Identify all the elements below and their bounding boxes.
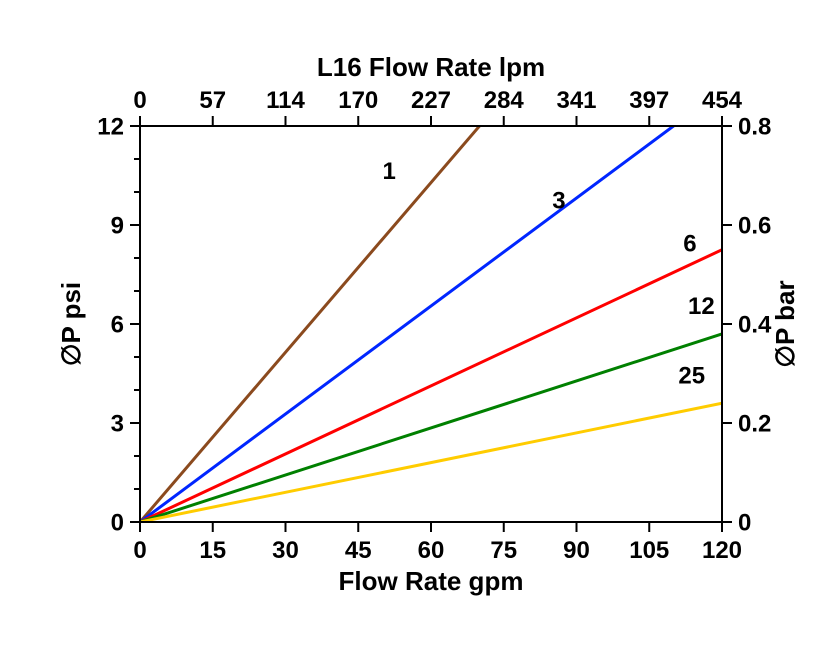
y-left-tick-label: 12	[97, 113, 124, 140]
x-top-tick-label: 227	[411, 87, 451, 114]
x-bottom-tick-label: 0	[133, 537, 146, 564]
x-bottom-tick-label: 30	[272, 537, 299, 564]
y-left-tick-label: 6	[111, 311, 124, 338]
pressure-drop-chart: 0153045607590105120Flow Rate gpm05711417…	[0, 0, 832, 652]
x-top-tick-label: 454	[702, 87, 743, 114]
chart-title-top: L16 Flow Rate lpm	[317, 52, 545, 82]
y-right-tick-label: 0.2	[738, 410, 771, 437]
series-label-6: 6	[683, 230, 696, 257]
x-bottom-tick-label: 105	[629, 537, 669, 564]
series-label-3: 3	[552, 188, 565, 215]
x-bottom-tick-label: 120	[702, 537, 742, 564]
x-top-tick-label: 397	[629, 87, 669, 114]
x-bottom-label: Flow Rate gpm	[339, 566, 524, 596]
y-right-tick-label: 0	[738, 509, 751, 536]
y-left-tick-label: 3	[111, 410, 124, 437]
x-bottom-tick-label: 75	[490, 537, 517, 564]
x-bottom-tick-label: 15	[199, 537, 226, 564]
x-top-tick-label: 57	[199, 87, 226, 114]
y-right-tick-label: 0.8	[738, 113, 771, 140]
y-left-label: ∅P psi	[56, 282, 86, 366]
y-right-tick-label: 0.6	[738, 212, 771, 239]
x-bottom-tick-label: 90	[563, 537, 590, 564]
y-right-tick-label: 0.4	[738, 311, 772, 338]
series-label-12: 12	[688, 293, 715, 320]
x-top-tick-label: 170	[338, 87, 378, 114]
x-top-tick-label: 341	[556, 87, 596, 114]
series-label-25: 25	[678, 362, 705, 389]
x-top-tick-label: 284	[484, 87, 525, 114]
x-bottom-tick-label: 60	[418, 537, 445, 564]
y-right-label: ∅P bar	[770, 280, 800, 367]
x-top-tick-label: 114	[266, 87, 305, 114]
y-left-tick-label: 9	[111, 212, 124, 239]
x-top-tick-label: 0	[133, 87, 146, 114]
series-label-1: 1	[383, 158, 396, 185]
y-left-tick-label: 0	[111, 509, 124, 536]
x-bottom-tick-label: 45	[345, 537, 372, 564]
